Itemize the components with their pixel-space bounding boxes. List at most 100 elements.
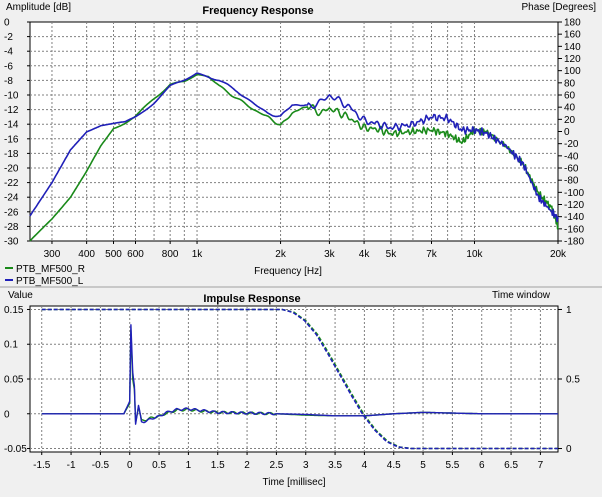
ir-x-tick-label: 6 (479, 460, 485, 471)
fr-x-tick-label: 3k (324, 249, 336, 260)
ir-y-tick-label: -0.05 (4, 444, 27, 455)
fr-y2-tick-label: 20 (564, 115, 576, 126)
fr-y-tick-label: -4 (4, 47, 13, 58)
fr-x-tick-label: 300 (44, 249, 61, 260)
fr-y2label: Phase [Degrees] (522, 2, 597, 13)
ir-x-tick-label: 6.5 (504, 460, 518, 471)
fr-y2-tick-label: -140 (564, 212, 584, 223)
fr-xlabel: Frequency [Hz] (254, 266, 322, 277)
ir-x-tick-label: 4 (362, 460, 368, 471)
ir-x-tick-label: 0 (127, 460, 133, 471)
legend-label-r: PTB_MF500_R (16, 264, 85, 275)
ir-x-tick-label: 3 (303, 460, 309, 471)
ir-xlabel: Time [millisec] (263, 477, 326, 488)
ir-x-tick-label: 4.5 (387, 460, 401, 471)
fr-y2-tick-label: 100 (564, 66, 581, 77)
fr-y2-tick-label: 80 (564, 78, 576, 89)
ir-x-tick-label: -0.5 (92, 460, 110, 471)
fr-y-tick-label: -16 (4, 134, 19, 145)
fr-y-tick-label: -28 (4, 222, 19, 233)
fr-y2-tick-label: -100 (564, 188, 584, 199)
fr-y2-tick-label: 0 (564, 127, 570, 138)
fr-x-tick-label: 500 (105, 249, 122, 260)
ir-x-tick-label: 0.5 (152, 460, 166, 471)
ir-title: Impulse Response (203, 293, 300, 305)
ir-x-tick-label: 2 (244, 460, 250, 471)
impulse-response-panel: Impulse Response Value Time window 0.150… (4, 290, 580, 488)
fr-y2-tick-label: -60 (564, 164, 579, 175)
fr-y-tick-label: -8 (4, 76, 13, 87)
fr-legend: PTB_MF500_R PTB_MF500_L (5, 264, 85, 287)
fr-y-tick-label: -14 (4, 120, 19, 131)
ir-ylabel: Value (8, 290, 33, 301)
ir-x-tick-label: 1 (186, 460, 192, 471)
fr-x-tick-label: 10k (466, 249, 483, 260)
fr-x-axis: 300 400 500 600 800 1k 2k 3k 4k 5k 7k 10k 20k (44, 241, 567, 260)
ir-window-curve (41, 308, 558, 450)
ir-y-tick-label: 0.05 (4, 375, 24, 386)
ir-x-tick-label: 5 (420, 460, 426, 471)
fr-x-tick-label: 600 (127, 249, 144, 260)
ir-x-axis: -1.5 -1 -0.5 0 0.5 1 1.5 2 2.5 3 3.5 4 4.5 5 5.5 6 6.5 7 (33, 452, 544, 471)
fr-y2-tick-label: 120 (564, 54, 581, 65)
fr-y2-tick-label: -120 (564, 200, 584, 211)
fr-y-tick-label: -24 (4, 193, 19, 204)
legend-label-l: PTB_MF500_L (16, 276, 84, 287)
fr-y-tick-label: -6 (4, 61, 13, 72)
ir-y2-tick-label: 0 (566, 444, 572, 455)
ir-x-tick-label: -1 (67, 460, 76, 471)
ir-series-lines (41, 324, 558, 425)
ir-x-tick-label: 1.5 (211, 460, 225, 471)
fr-x-tick-label: 7k (426, 249, 438, 260)
fr-y-axis: 0 -2 -4 -6 -8 -10 -12 -14 -16 -18 -20 -22 -24 -26 -28 -… (4, 18, 30, 248)
fr-y2-tick-label: -160 (564, 224, 584, 235)
fr-x-tick-label: 2k (275, 249, 287, 260)
frequency-response-panel: Frequency Response Amplitude [dB] Phase … (4, 2, 596, 287)
fr-y-tick-label: -30 (4, 237, 19, 248)
ir-series-line (41, 324, 558, 425)
fr-x-tick-label: 20k (550, 249, 567, 260)
fr-y2-tick-label: -20 (564, 139, 579, 150)
ir-y-tick-label: 0 (4, 409, 10, 420)
ir-x-tick-label: 5.5 (445, 460, 459, 471)
fr-x-tick-label: 5k (386, 249, 398, 260)
ir-y-tick-label: 0.15 (4, 305, 24, 316)
fr-y2-tick-label: -40 (564, 151, 579, 162)
ir-y-tick-label: 0.1 (4, 340, 18, 351)
fr-y2-tick-label: -180 (564, 237, 584, 248)
fr-x-tick-label: 1k (192, 249, 204, 260)
ir-y-axis: 0.15 0.1 0.05 0 -0.05 (4, 305, 30, 455)
ir-x-tick-label: -1.5 (33, 460, 51, 471)
fr-y2-tick-label: 160 (564, 30, 581, 41)
fr-y2-tick-label: 180 (564, 18, 581, 29)
fr-y2-tick-label: 40 (564, 103, 576, 114)
fr-x-tick-label: 4k (359, 249, 371, 260)
ir-y2-tick-label: 0.5 (566, 375, 580, 386)
fr-y-tick-label: -22 (4, 178, 19, 189)
fr-y-tick-label: -20 (4, 164, 19, 175)
ir-y2-axis: 10.50 (558, 305, 580, 455)
ir-y2-tick-label: 1 (566, 305, 572, 316)
ir-time-window-curves (41, 308, 558, 450)
fr-y-tick-label: -18 (4, 149, 19, 160)
fr-series-lines (29, 72, 559, 242)
fr-x-tick-label: 400 (78, 249, 95, 260)
fr-x-tick-label: 800 (162, 249, 179, 260)
fr-y2-tick-label: 140 (564, 42, 581, 53)
fr-y-tick-label: 0 (4, 18, 10, 29)
fr-y-tick-label: -12 (4, 105, 19, 116)
ir-y2label: Time window (492, 290, 551, 301)
fr-ylabel: Amplitude [dB] (6, 2, 71, 13)
ir-x-tick-label: 7 (538, 460, 544, 471)
fr-series-line (29, 72, 559, 223)
fr-y2-tick-label: -80 (564, 176, 579, 187)
ir-x-tick-label: 2.5 (269, 460, 283, 471)
ir-x-tick-label: 3.5 (328, 460, 342, 471)
fr-y-tick-label: -26 (4, 207, 19, 218)
fr-y-tick-label: -2 (4, 32, 13, 43)
fr-y2-tick-label: 60 (564, 91, 576, 102)
fr-y-tick-label: -10 (4, 91, 19, 102)
fr-grid (30, 22, 558, 241)
